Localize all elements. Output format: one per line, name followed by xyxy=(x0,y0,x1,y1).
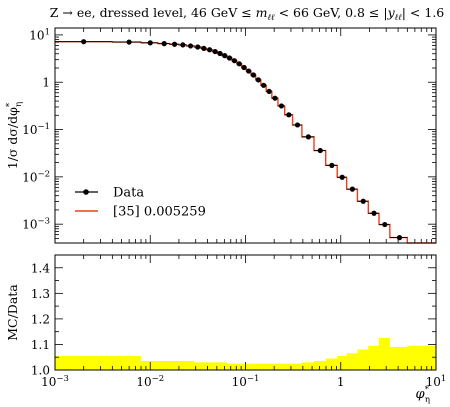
data-point xyxy=(161,41,167,47)
data-point xyxy=(305,134,312,140)
data-point xyxy=(286,112,292,118)
data-point xyxy=(382,221,388,228)
data-point xyxy=(212,48,218,55)
data-point xyxy=(126,39,132,45)
data-point xyxy=(147,40,153,46)
data-point xyxy=(396,235,403,241)
data-series-points xyxy=(55,39,408,241)
data-point xyxy=(222,53,228,59)
chart-title: Z → ee, dressed level, 46 GeV ≤ mℓℓ < 66… xyxy=(50,5,445,23)
data-point xyxy=(294,122,301,128)
data-point xyxy=(255,77,261,83)
x-tick-label: 101 xyxy=(426,374,447,389)
data-point xyxy=(261,82,267,88)
ratio-y-axis-label: MC/Data xyxy=(5,284,20,341)
chart-legend: Data [35] 0.005259 xyxy=(75,186,206,220)
data-point xyxy=(266,88,272,94)
x-tick-label: 10−2 xyxy=(136,374,164,389)
data-point xyxy=(371,210,377,216)
data-point xyxy=(236,61,242,67)
data-point xyxy=(360,198,366,204)
ratio-y-tick-label: 1.2 xyxy=(31,312,50,326)
x-axis-label: φ* η xyxy=(416,385,430,405)
y-tick-label: 10−2 xyxy=(22,169,50,184)
data-point xyxy=(207,47,213,53)
data-point xyxy=(171,41,178,47)
ratio-y-tick-label: 1.4 xyxy=(31,261,50,275)
data-point xyxy=(231,58,238,64)
y-tick-label: 1 xyxy=(42,76,50,90)
ratio-plot-frame xyxy=(54,254,437,371)
main-plot-frame xyxy=(54,27,437,244)
data-point xyxy=(226,55,233,61)
y-tick-label: 10−1 xyxy=(22,122,50,137)
x-tick-label: 10−3 xyxy=(41,374,69,389)
data-point xyxy=(272,95,278,101)
data-point xyxy=(339,174,345,180)
data-point xyxy=(246,68,252,74)
data-point xyxy=(349,186,355,192)
main-plot-panel: 101 1 10−1 10−2 10−3 1/σ dσ/dφ*η xyxy=(5,27,437,244)
y-tick-label: 10−3 xyxy=(22,217,50,232)
data-point xyxy=(201,45,207,51)
legend-data-label: Data xyxy=(113,186,144,201)
y-tick-label: 101 xyxy=(29,27,50,42)
data-point xyxy=(217,50,223,57)
main-y-axis-label: 1/σ dσ/dφ*η xyxy=(5,102,24,170)
x-tick-label: 10−1 xyxy=(232,374,260,389)
data-point xyxy=(329,162,335,168)
legend-mc-label: [35] 0.005259 xyxy=(113,205,206,220)
main-axis-ticks xyxy=(54,28,436,244)
ratio-y-tick-label: 1.0 xyxy=(31,364,50,378)
ratio-y-tick-labels: 1.0 1.1 1.2 1.3 1.4 xyxy=(31,261,50,377)
data-point xyxy=(317,147,323,154)
data-point xyxy=(241,64,247,71)
main-y-tick-labels: 101 1 10−1 10−2 10−3 xyxy=(22,27,50,231)
legend-data-marker xyxy=(83,189,89,195)
x-tick-label: 1 xyxy=(337,375,345,389)
data-point xyxy=(187,43,194,49)
ratio-y-tick-label: 1.3 xyxy=(31,287,50,301)
ratio-y-tick-label: 1.1 xyxy=(31,338,50,352)
data-point xyxy=(81,39,87,45)
x-tick-labels: 10−3 10−2 10−1 1 101 xyxy=(41,374,446,389)
data-point xyxy=(250,72,256,78)
data-point xyxy=(195,44,201,50)
ratio-plot-panel: 1.0 1.1 1.2 1.3 1.4 MC/Data 10−3 10−2 10−1 1 101… xyxy=(5,254,446,405)
ratio-axis-ticks xyxy=(54,254,436,371)
data-point xyxy=(180,42,186,48)
data-point xyxy=(278,103,285,109)
